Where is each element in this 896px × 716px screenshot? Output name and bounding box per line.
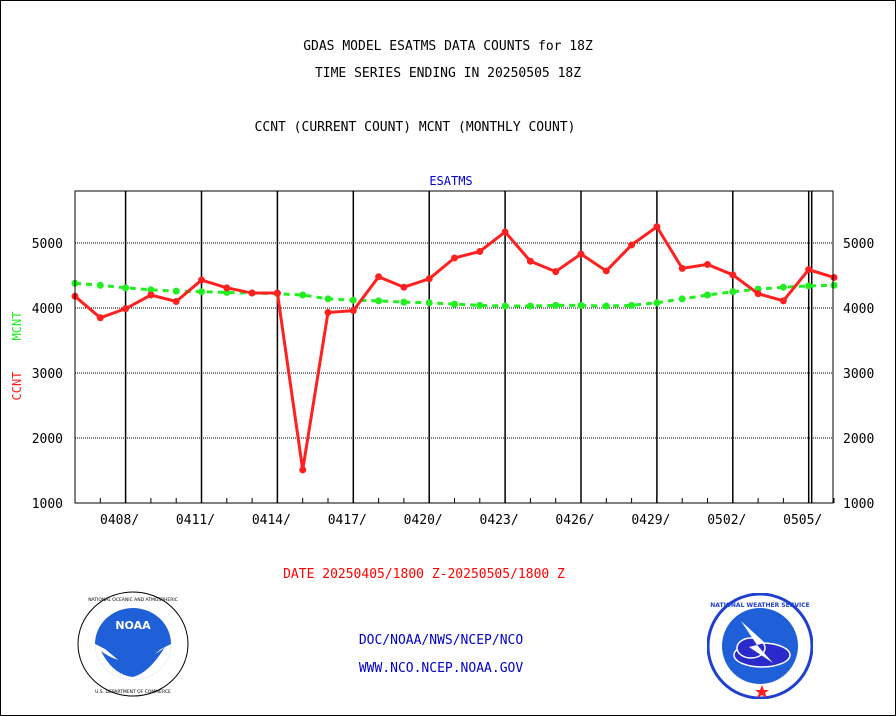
mcnt-point	[400, 298, 408, 306]
axis-layer: 1000 1000 2000 2000 3000 3000 4000 4000 5000 5000…	[10, 174, 874, 528]
ccnt-point	[96, 314, 104, 322]
ccnt-point	[147, 291, 155, 299]
y-tick-label-right: 5000	[843, 237, 874, 252]
ccnt-point	[779, 297, 787, 305]
y-tick-label-right: 1000	[843, 497, 874, 512]
x-tick-label: 0411/	[176, 513, 215, 528]
mcnt-point	[324, 295, 332, 303]
ccnt-point	[602, 267, 610, 275]
national-weather-service-logo: NATIONAL WEATHER SERVICE	[707, 593, 813, 699]
x-tick-label: 0423/	[480, 513, 519, 528]
ccnt-point	[223, 284, 231, 292]
ccnt-point	[451, 254, 458, 262]
website-link[interactable]: WWW.NCO.NCEP.NOAA.GOV	[358, 661, 524, 676]
ccnt-line	[74, 224, 835, 471]
mcnt-point	[729, 288, 737, 296]
ccnt-point	[375, 273, 383, 281]
y-tick-label-right: 4000	[843, 302, 874, 317]
y-tick-label-left: 2000	[32, 432, 63, 447]
mcnt-point	[704, 291, 711, 299]
line-chart: 1000 1000 2000 2000 3000 3000 4000 4000 5000 5000…	[10, 174, 874, 528]
y-tick-label-left: 4000	[32, 302, 63, 317]
mcnt-point	[805, 282, 813, 290]
x-tick-label: 0426/	[555, 513, 594, 528]
mcnt-point	[526, 302, 534, 310]
mcnt-point	[349, 296, 357, 304]
ccnt-point	[552, 268, 560, 276]
ccnt-point	[349, 307, 357, 315]
ccnt-point	[198, 276, 205, 284]
svg-text:NOAA: NOAA	[115, 619, 151, 632]
ccnt-point	[324, 309, 332, 317]
ccnt-point	[122, 305, 130, 313]
ccnt-point	[526, 257, 534, 265]
x-tick-label: 0429/	[631, 513, 670, 528]
svg-text:NATIONAL WEATHER SERVICE: NATIONAL WEATHER SERVICE	[710, 602, 809, 609]
x-tick-label: 0408/	[100, 513, 139, 528]
mcnt-point	[602, 302, 610, 310]
ccnt-point	[425, 275, 433, 283]
mcnt-point	[577, 301, 585, 309]
y-tick-label-left: 3000	[32, 367, 63, 382]
svg-text:U.S. DEPARTMENT OF COMMERCE: U.S. DEPARTMENT OF COMMERCE	[95, 689, 171, 695]
ccnt-point	[299, 466, 307, 474]
chart-title-line1: GDAS MODEL ESATMS DATA COUNTS for 18Z	[303, 39, 593, 54]
mcnt-point	[501, 302, 509, 310]
ccnt-point	[577, 250, 585, 258]
y-tick-label-left: 5000	[32, 237, 63, 252]
chart-title-line2: TIME SERIES ENDING IN 20250505 18Z	[314, 66, 582, 81]
mcnt-point	[425, 299, 433, 307]
mcnt-point	[476, 301, 484, 309]
noaa-logo: NOAA NATIONAL OCEANIC AND ATMOSPHERIC U.…	[77, 591, 189, 697]
mcnt-point	[375, 297, 383, 305]
mcnt-point	[628, 301, 636, 309]
ccnt-point	[273, 289, 281, 297]
svg-text:NATIONAL OCEANIC AND ATMOSPHER: NATIONAL OCEANIC AND ATMOSPHERIC	[88, 597, 178, 603]
y-tick-label-left: 1000	[32, 497, 63, 512]
ccnt-point	[248, 289, 256, 297]
ccnt-point	[172, 298, 180, 305]
mcnt-point	[451, 300, 458, 308]
ccnt-point	[628, 241, 636, 249]
ccnt-point	[729, 271, 737, 279]
x-tick-label: 0502/	[707, 513, 746, 528]
ccnt-point	[830, 273, 838, 281]
mcnt-point	[122, 284, 130, 292]
chart-subtitle: CCNT (CURRENT COUNT) MCNT (MONTHLY COUNT…	[254, 120, 576, 135]
ccnt-point	[704, 260, 711, 268]
x-tick-label: 0420/	[404, 513, 443, 528]
org-path-text[interactable]: DOC/NOAA/NWS/NCEP/NCO	[358, 633, 524, 648]
x-tick-label: 0417/	[328, 513, 367, 528]
date-range-label: DATE 20250405/1800 Z-20250505/1800 Z	[283, 567, 565, 582]
ccnt-point	[400, 283, 408, 291]
mcnt-point	[552, 301, 560, 309]
chart-series-title: ESATMS	[429, 174, 472, 188]
ccnt-point	[805, 266, 813, 274]
grid-layer	[74, 191, 835, 504]
y-axis-label-ccnt: CCNT	[10, 372, 24, 401]
ccnt-point	[678, 264, 686, 272]
plot-frame	[74, 190, 834, 504]
mcnt-point	[678, 295, 686, 303]
ccnt-point	[754, 290, 762, 298]
y-axis-label-mcnt: MCNT	[10, 312, 24, 341]
mcnt-series	[71, 279, 838, 310]
ccnt-point	[476, 247, 484, 255]
mcnt-point	[299, 291, 307, 299]
y-tick-label-right: 3000	[843, 367, 874, 382]
mcnt-point	[198, 288, 205, 296]
x-tick-label: 0414/	[252, 513, 291, 528]
ccnt-point	[501, 228, 509, 236]
ccnt-point	[653, 223, 661, 231]
mcnt-point	[830, 281, 838, 289]
mcnt-point	[779, 283, 787, 291]
y-tick-label-right: 2000	[843, 432, 874, 447]
mcnt-point	[653, 299, 661, 307]
mcnt-point	[172, 287, 180, 295]
mcnt-point	[147, 286, 155, 294]
x-tick-label: 0505/	[783, 513, 822, 528]
ccnt-series	[71, 223, 838, 474]
mcnt-point	[96, 281, 104, 289]
